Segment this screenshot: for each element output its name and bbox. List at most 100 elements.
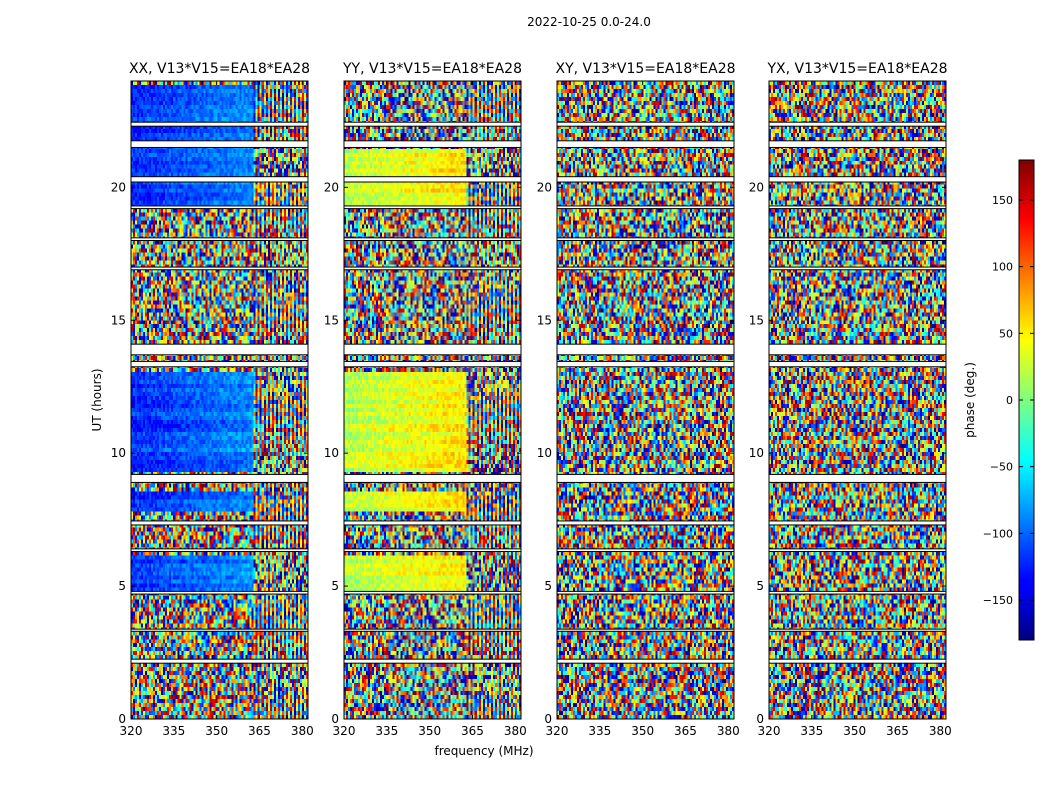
x-tick-label: 350 bbox=[205, 724, 228, 738]
flagged-band bbox=[343, 266, 522, 271]
flagged-band bbox=[768, 360, 947, 368]
panels-group: XX, V13*V15=EA18*EA28 320 335 350 365 380 0 5 10… bbox=[111, 61, 952, 738]
panel-xx: XX, V13*V15=EA18*EA28 320 335 350 365 380 0 5 10… bbox=[111, 61, 314, 738]
x-tick-label: 320 bbox=[546, 724, 569, 738]
x-tick-label: 335 bbox=[162, 724, 185, 738]
x-tick-label: 335 bbox=[375, 724, 398, 738]
flagged-band bbox=[556, 205, 735, 210]
colorbar-tick-label: −150 bbox=[983, 594, 1013, 607]
phase-image bbox=[131, 81, 308, 719]
flagged-band bbox=[343, 176, 522, 183]
phase-image bbox=[557, 81, 734, 719]
panel-title: XY, V13*V15=EA18*EA28 bbox=[555, 61, 735, 77]
flagged-band bbox=[556, 658, 735, 664]
flagged-band bbox=[556, 590, 735, 595]
y-tick-label: 10 bbox=[537, 446, 552, 460]
flagged-band bbox=[556, 237, 735, 241]
colorbar-tick-label: 50 bbox=[999, 327, 1013, 340]
y-axis-label: UT (hours) bbox=[90, 368, 104, 431]
flagged-band bbox=[343, 658, 522, 664]
flagged-band bbox=[556, 266, 735, 271]
x-tick-label: 350 bbox=[631, 724, 654, 738]
y-tick-label: 0 bbox=[544, 712, 552, 726]
y-tick-label: 0 bbox=[118, 712, 126, 726]
flagged-band bbox=[130, 658, 309, 664]
x-tick-label: 335 bbox=[800, 724, 823, 738]
flagged-band bbox=[768, 520, 947, 526]
figure-suptitle: 2022-10-25 0.0-24.0 bbox=[527, 15, 651, 29]
x-tick-label: 380 bbox=[717, 724, 740, 738]
flagged-band bbox=[130, 520, 309, 526]
y-tick-label: 20 bbox=[324, 180, 339, 194]
flagged-band bbox=[130, 360, 309, 368]
flagged-band bbox=[130, 548, 309, 553]
flagged-band bbox=[343, 343, 522, 356]
x-tick-label: 365 bbox=[886, 724, 909, 738]
y-tick-label: 15 bbox=[111, 313, 126, 327]
y-tick-label: 5 bbox=[331, 579, 339, 593]
flagged-band bbox=[130, 205, 309, 210]
flagged-band bbox=[768, 628, 947, 632]
flagged-band bbox=[556, 343, 735, 356]
phase-image bbox=[344, 81, 521, 719]
flagged-band bbox=[130, 121, 309, 127]
flagged-band bbox=[343, 520, 522, 526]
y-tick-label: 20 bbox=[537, 180, 552, 194]
x-tick-label: 320 bbox=[758, 724, 781, 738]
x-tick-label: 350 bbox=[418, 724, 441, 738]
flagged-band bbox=[130, 590, 309, 595]
y-tick-label: 10 bbox=[111, 446, 126, 460]
panel-title: XX, V13*V15=EA18*EA28 bbox=[129, 61, 310, 77]
flagged-band bbox=[556, 520, 735, 526]
flagged-band bbox=[343, 140, 522, 148]
x-tick-label: 320 bbox=[333, 724, 356, 738]
flagged-band bbox=[768, 473, 947, 483]
flagged-band bbox=[768, 266, 947, 271]
x-tick-label: 350 bbox=[843, 724, 866, 738]
flagged-band bbox=[768, 121, 947, 127]
colorbar-label: phase (deg.) bbox=[963, 362, 977, 438]
flagged-band bbox=[343, 237, 522, 241]
x-tick-label: 335 bbox=[588, 724, 611, 738]
y-tick-label: 20 bbox=[111, 180, 126, 194]
y-tick-label: 5 bbox=[756, 579, 764, 593]
flagged-band bbox=[130, 343, 309, 356]
flagged-band bbox=[130, 140, 309, 148]
flagged-band bbox=[768, 205, 947, 210]
y-tick-label: 15 bbox=[324, 313, 339, 327]
colorbar-tick-label: 0 bbox=[1006, 394, 1013, 407]
panel-xy: XY, V13*V15=EA18*EA28 320 335 350 365 380 0 5 10… bbox=[537, 61, 740, 738]
x-tick-label: 365 bbox=[461, 724, 484, 738]
panel-yx: YX, V13*V15=EA18*EA28 320 335 350 365 380 0 5 10… bbox=[749, 61, 952, 738]
x-tick-label: 365 bbox=[248, 724, 271, 738]
flagged-band bbox=[343, 628, 522, 632]
flagged-band bbox=[768, 176, 947, 183]
axes-frame bbox=[556, 80, 735, 720]
flagged-band bbox=[130, 473, 309, 483]
colorbar: −150 −100 −50 0 50 100 150 phase (deg.) bbox=[963, 159, 1035, 641]
flagged-band bbox=[768, 140, 947, 148]
flagged-band bbox=[343, 590, 522, 595]
x-tick-label: 380 bbox=[291, 724, 314, 738]
flagged-band bbox=[556, 548, 735, 553]
axes-frame bbox=[768, 80, 947, 720]
y-tick-label: 5 bbox=[118, 579, 126, 593]
flagged-band bbox=[556, 121, 735, 127]
flagged-band bbox=[343, 473, 522, 483]
colorbar-tick-label: −100 bbox=[983, 527, 1013, 540]
y-tick-label: 0 bbox=[331, 712, 339, 726]
y-tick-label: 10 bbox=[749, 446, 764, 460]
y-tick-label: 0 bbox=[756, 712, 764, 726]
flagged-band bbox=[556, 140, 735, 148]
flagged-band bbox=[768, 237, 947, 241]
flagged-band bbox=[343, 205, 522, 210]
flagged-band bbox=[130, 176, 309, 183]
flagged-band bbox=[130, 237, 309, 241]
x-tick-label: 320 bbox=[120, 724, 143, 738]
flagged-band bbox=[768, 658, 947, 664]
panel-yy: YY, V13*V15=EA18*EA28 320 335 350 365 380 0 5 10… bbox=[324, 61, 527, 738]
x-tick-label: 380 bbox=[929, 724, 952, 738]
y-tick-label: 15 bbox=[749, 313, 764, 327]
flagged-band bbox=[768, 548, 947, 553]
x-tick-label: 380 bbox=[504, 724, 527, 738]
